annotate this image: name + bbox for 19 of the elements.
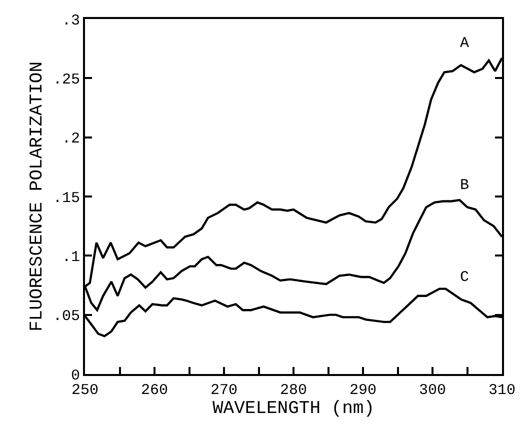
x-tick-label: 290 bbox=[349, 382, 377, 399]
y-tick-label: .2 bbox=[62, 130, 80, 148]
series-label: A bbox=[460, 35, 470, 52]
series-label: B bbox=[460, 177, 470, 194]
y-tick-label: 0 bbox=[70, 367, 80, 384]
x-axis-title: WAVELENGTH (nm) bbox=[212, 399, 375, 419]
x-tick-label: 250 bbox=[71, 382, 99, 399]
y-tick-label: .05 bbox=[52, 308, 80, 326]
x-tick-label: 310 bbox=[488, 382, 516, 399]
y-tick-label: .25 bbox=[52, 71, 80, 88]
series-label: C bbox=[460, 269, 470, 286]
y-tick-label: .3 bbox=[62, 12, 80, 30]
y-tick-label: .1 bbox=[62, 248, 80, 266]
x-tick-label: 270 bbox=[210, 382, 238, 399]
x-tick-label: 300 bbox=[418, 382, 446, 399]
x-tick-label: 260 bbox=[140, 382, 168, 399]
y-tick-label: .15 bbox=[52, 190, 80, 207]
y-axis-title: FLUORESCENCE POLARIZATION bbox=[28, 61, 48, 332]
x-tick-label: 280 bbox=[280, 382, 308, 399]
